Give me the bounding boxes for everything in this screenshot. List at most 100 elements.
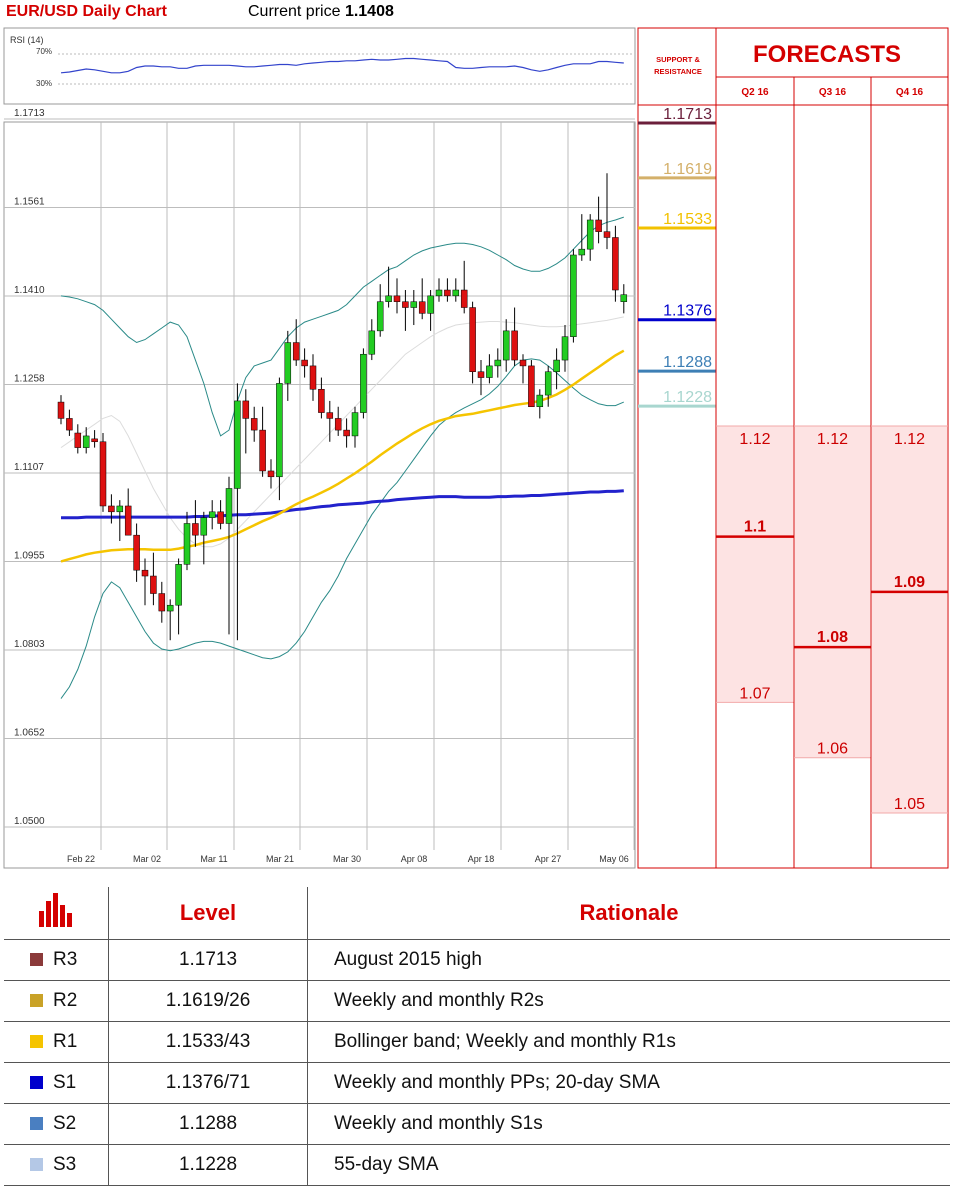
level-code: S1 <box>53 1071 77 1093</box>
candle <box>326 400 334 442</box>
candle <box>242 389 250 454</box>
y-tick-label: 1.1410 <box>14 285 45 296</box>
y-axis: 1.1713 1.1561 1.1410 1.1258 1.1107 1.0955 1.08… <box>14 108 45 827</box>
candle-body-up <box>175 564 182 606</box>
candle <box>309 354 317 401</box>
candle <box>318 377 325 419</box>
candle-body-down <box>250 418 258 431</box>
candle-body-down <box>460 289 468 308</box>
forecast-mid: 1.1 <box>744 519 766 536</box>
sr-level-label: 1.1228 <box>663 389 712 406</box>
forecast-high: 1.12 <box>739 431 770 448</box>
table-row: R1 1.1533/43 Bollinger band; Weekly and … <box>4 1021 950 1063</box>
candle-body-up <box>351 412 359 437</box>
candle-body-down <box>511 330 518 361</box>
candle <box>460 260 468 314</box>
candle-body-down <box>158 593 166 612</box>
y-tick-label: 1.1561 <box>14 197 45 208</box>
sr-level-label: 1.1713 <box>663 106 712 123</box>
level-code: S3 <box>53 1153 77 1175</box>
y-tick-label: 1.1713 <box>14 108 45 119</box>
candle-body-down <box>108 505 115 513</box>
candle-body-down <box>141 569 149 577</box>
forecast-column: Q4 16 1.12 1.09 1.05 <box>870 77 948 868</box>
candle <box>343 418 350 448</box>
candle-body-up <box>427 295 434 314</box>
candle-body-up <box>486 365 493 378</box>
candle <box>511 307 518 366</box>
candle <box>141 558 149 606</box>
sr-level-label: 1.1288 <box>663 354 712 371</box>
candle <box>82 427 90 454</box>
candle-body-down <box>528 365 535 408</box>
candle-body-down <box>192 523 199 536</box>
x-tick-label: Mar 11 <box>200 854 227 864</box>
candle <box>528 360 535 408</box>
candle <box>393 278 401 314</box>
candle-body-up <box>225 488 233 524</box>
y-tick-label: 1.1258 <box>14 374 45 385</box>
candle-body-down <box>334 418 342 431</box>
candle <box>402 290 409 331</box>
table-row: S3 1.1228 55-day SMA <box>4 1144 950 1186</box>
candle <box>536 389 544 419</box>
candle <box>250 406 258 442</box>
candle-body-down <box>469 307 476 372</box>
rsi-panel <box>3 27 636 105</box>
candle <box>267 459 275 489</box>
chart-panel: RSI (14) 70% 30% 1.1713 1.1561 1.1410 1.125… <box>3 27 949 869</box>
candle-body-down <box>133 534 140 571</box>
candle <box>410 290 418 326</box>
level-rationale: Bollinger band; Weekly and monthly R1s <box>307 1021 950 1063</box>
rsi-30-label: 30% <box>36 79 52 88</box>
forecast-column: Q2 16 1.12 1.1 1.07 <box>716 87 794 703</box>
forecast-low: 1.07 <box>739 685 770 702</box>
candle-body-up <box>544 371 552 396</box>
level-code: R3 <box>53 948 78 970</box>
level-swatch <box>30 953 43 967</box>
candle <box>603 173 611 250</box>
candle-body-up <box>586 219 594 250</box>
candle <box>578 214 586 261</box>
level-value: 1.1288 <box>108 1103 308 1145</box>
candle <box>301 348 308 378</box>
price-label: Current price <box>248 3 341 20</box>
candle <box>158 581 166 623</box>
price-value: 1.1408 <box>344 3 394 20</box>
candle-body-up <box>561 336 569 361</box>
y-tick-label: 1.1107 <box>14 462 44 473</box>
forecast-high: 1.12 <box>817 431 848 448</box>
x-axis: Feb 22 Mar 02 Mar 11 Mar 21 Mar 30 Apr 08 Apr … <box>67 854 629 864</box>
candle <box>99 433 107 512</box>
candle-body-down <box>267 470 275 478</box>
x-tick-label: Feb 22 <box>67 854 95 864</box>
level-rationale: Weekly and monthly R2s <box>307 980 950 1022</box>
x-tick-label: Apr 27 <box>535 854 562 864</box>
candle <box>469 301 476 384</box>
candles <box>57 173 628 641</box>
candle-body-up <box>200 517 208 536</box>
candle-body-down <box>74 432 82 448</box>
candle <box>217 500 224 530</box>
level-code: R1 <box>53 1030 78 1052</box>
table-row: S2 1.1288 Weekly and monthly S1s <box>4 1103 950 1145</box>
candle-body-down <box>519 359 527 367</box>
candle-body-down <box>217 511 224 524</box>
candle-body-up <box>435 289 443 297</box>
level-rationale: Weekly and monthly S1s <box>307 1103 950 1145</box>
candle <box>200 511 208 565</box>
candle <box>418 278 426 320</box>
forecast-mid: 1.09 <box>894 574 925 591</box>
table-row: S1 1.1376/71 Weekly and monthly PPs; 20-… <box>4 1062 950 1104</box>
table-header-level: Level <box>108 887 308 940</box>
candle-body-up <box>360 353 367 413</box>
candle <box>570 249 577 343</box>
candle-body-up <box>553 359 560 372</box>
candle <box>259 406 266 477</box>
candle-body-down <box>66 418 73 431</box>
sr-header-line1: SUPPORT & <box>656 55 700 64</box>
sma100-line <box>61 489 624 520</box>
candle-body-up <box>276 383 283 478</box>
candle <box>208 500 216 530</box>
level-value: 1.1533/43 <box>108 1021 308 1063</box>
